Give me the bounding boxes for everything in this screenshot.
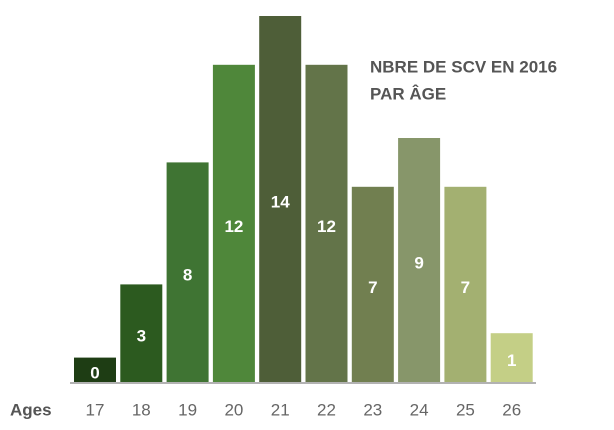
x-tick-label: 20 xyxy=(224,400,243,419)
bar xyxy=(212,64,255,383)
bar xyxy=(120,284,163,382)
x-tick-label: 19 xyxy=(178,400,197,419)
x-tick-label: 24 xyxy=(410,400,429,419)
x-tick-label: 26 xyxy=(502,400,521,419)
bar xyxy=(74,357,116,382)
bar xyxy=(166,162,209,382)
value-label: 14 xyxy=(271,192,290,211)
bar xyxy=(398,138,441,382)
value-label: 0 xyxy=(90,363,99,382)
x-tick-label: 21 xyxy=(271,400,290,419)
value-label: 1 xyxy=(507,351,516,370)
value-label: 12 xyxy=(224,217,243,236)
value-label: 8 xyxy=(183,266,192,285)
value-label: 9 xyxy=(414,253,423,272)
value-label: 7 xyxy=(461,278,470,297)
value-label: 12 xyxy=(317,217,336,236)
value-label: 7 xyxy=(368,278,377,297)
x-tick-label: 17 xyxy=(86,400,105,419)
bar xyxy=(305,64,348,383)
x-axis-label: Ages xyxy=(10,400,52,419)
bar xyxy=(490,333,533,382)
x-tick-label: 22 xyxy=(317,400,336,419)
chart-title: NBRE DE SCV EN 2016 xyxy=(370,57,557,76)
bar xyxy=(259,16,302,382)
x-tick-label: 18 xyxy=(132,400,151,419)
bar xyxy=(351,186,394,382)
x-tick-label: 25 xyxy=(456,400,475,419)
bar xyxy=(444,186,487,382)
chart-title: PAR ÂGE xyxy=(370,84,446,103)
value-label: 3 xyxy=(137,327,146,346)
x-tick-label: 23 xyxy=(363,400,382,419)
